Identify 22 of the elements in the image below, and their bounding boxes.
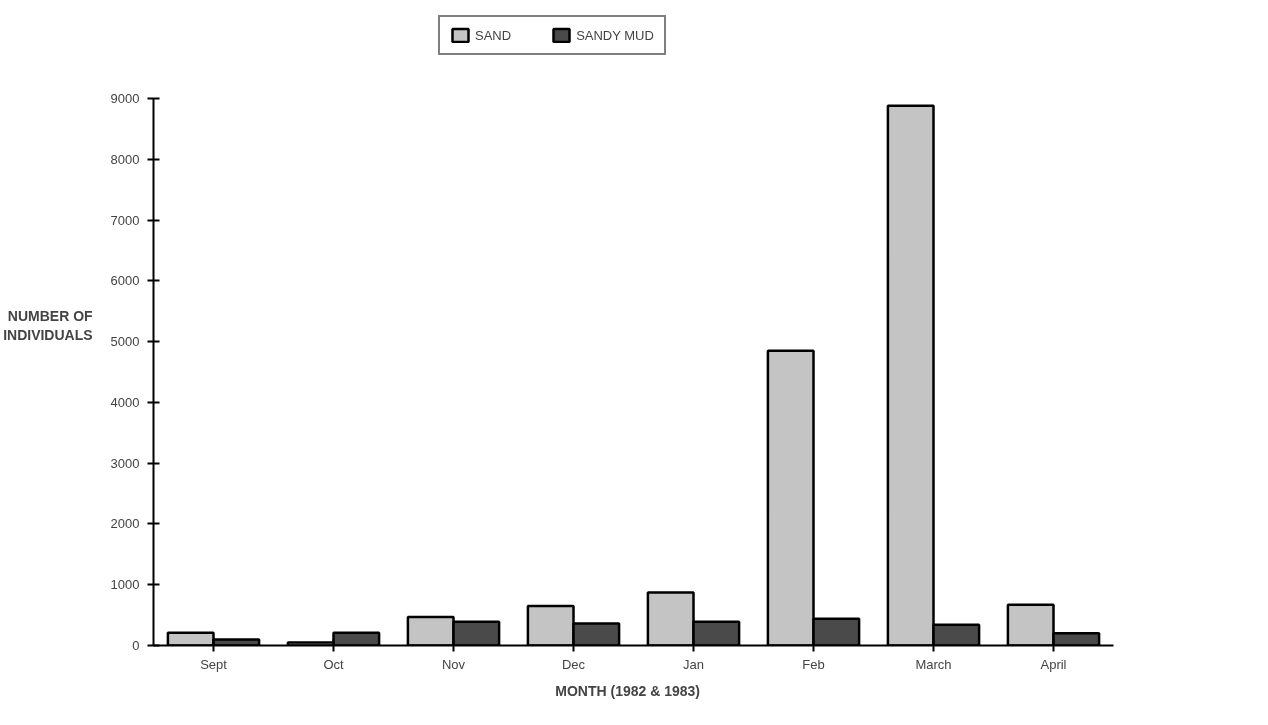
y-tick-label: 5000 <box>110 334 140 350</box>
y-tick-label: 9000 <box>110 90 140 106</box>
x-axis-title: MONTH (1982 & 1983) <box>555 682 701 699</box>
x-tick-label: April <box>1040 656 1067 672</box>
y-tick-label: 4000 <box>110 394 140 410</box>
x-tick-label: March <box>915 656 952 672</box>
legend-label: SANDY MUD <box>576 27 654 43</box>
x-tick-label: Feb <box>802 656 825 672</box>
x-tick-label: Sept <box>200 656 228 672</box>
y-tick-label: 6000 <box>110 273 140 289</box>
y-tick-label: 7000 <box>110 212 140 228</box>
y-tick-label: 3000 <box>110 455 140 471</box>
y-axis-title: NUMBER OF INDIVIDUALS <box>3 307 94 344</box>
y-tick-label: 0 <box>132 638 140 653</box>
x-tick-label: Jan <box>683 656 704 672</box>
legend-label: SAND <box>475 27 512 43</box>
y-tick-label: 1000 <box>110 577 140 593</box>
x-tick-label: Dec <box>561 656 586 672</box>
y-tick-label: 2000 <box>110 516 140 532</box>
x-tick-label: Oct <box>323 656 344 672</box>
y-tick-label: 8000 <box>110 151 140 167</box>
x-tick-label: Nov <box>441 656 466 672</box>
